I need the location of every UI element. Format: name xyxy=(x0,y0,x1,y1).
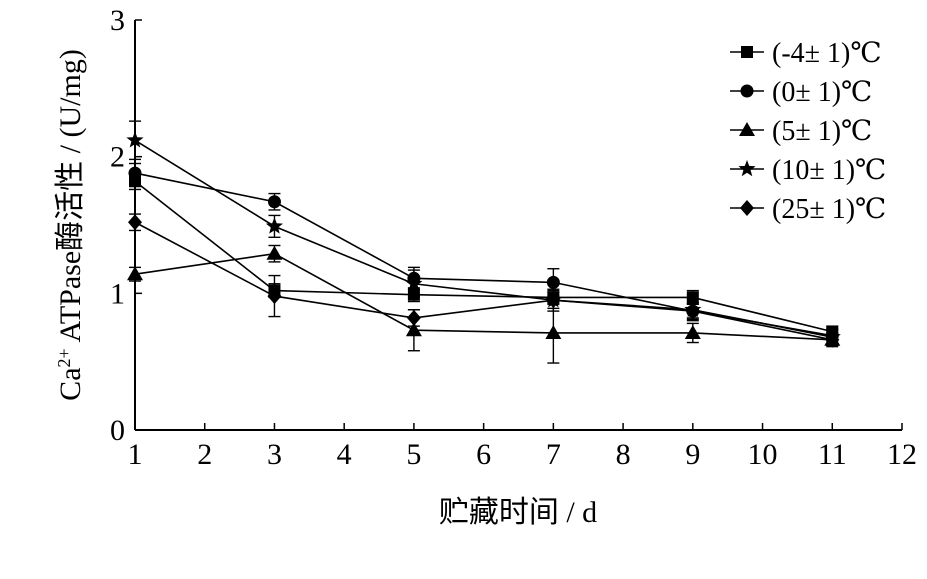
data-point xyxy=(825,331,840,348)
x-ticks: 1 2 3 4 5 6 7 8 9 10 11 12 xyxy=(128,423,917,471)
legend-label: (0± 1)℃ xyxy=(772,77,872,108)
legend-label: (25± 1)℃ xyxy=(772,194,886,225)
y-axis-label: Ca2+ ATPase酶活性 / (U/mg) xyxy=(54,49,87,401)
x-tick-label: 7 xyxy=(546,438,561,471)
data-point xyxy=(267,288,282,305)
legend-item: (10± 1)℃ xyxy=(730,155,886,186)
series-3 xyxy=(127,244,841,364)
data-point xyxy=(266,245,283,260)
x-tick-label: 6 xyxy=(476,438,491,471)
data-point xyxy=(405,274,423,291)
data-point xyxy=(684,324,701,339)
legend-label: (10± 1)℃ xyxy=(772,155,886,186)
x-tick-label: 10 xyxy=(748,438,778,471)
data-point xyxy=(545,324,562,339)
legend-item: (5± 1)℃ xyxy=(730,116,872,147)
x-tick-label: 8 xyxy=(616,438,631,471)
x-tick-label: 12 xyxy=(887,438,917,471)
legend-marker xyxy=(741,46,753,58)
series-4 xyxy=(126,120,841,346)
series-2 xyxy=(128,162,839,343)
legend-marker xyxy=(740,84,754,98)
y-tick-label: 2 xyxy=(110,141,125,174)
series-line xyxy=(134,139,833,338)
x-tick-label: 4 xyxy=(337,438,352,471)
series-1 xyxy=(129,172,839,338)
legend-item: (0± 1)℃ xyxy=(730,77,872,108)
legend-item: (-4± 1)℃ xyxy=(730,38,882,69)
legend-marker xyxy=(739,122,755,136)
y-tick-label: 1 xyxy=(110,277,125,310)
series-line xyxy=(134,221,833,341)
series-5 xyxy=(128,213,840,348)
x-tick-label: 11 xyxy=(818,438,847,471)
data-point xyxy=(686,291,699,304)
data-point xyxy=(127,266,143,281)
data-point xyxy=(265,217,283,234)
x-tick-label: 2 xyxy=(197,438,212,471)
data-point xyxy=(406,309,421,326)
data-point xyxy=(126,131,144,148)
x-axis-label: 贮藏时间 / d xyxy=(439,496,597,529)
series-line xyxy=(134,252,833,341)
series-line xyxy=(134,172,833,337)
legend-label: (-4± 1)℃ xyxy=(772,38,882,69)
legend-label: (5± 1)℃ xyxy=(772,116,872,147)
x-tick-label: 5 xyxy=(406,438,421,471)
legend-marker xyxy=(738,160,756,177)
data-point xyxy=(267,195,281,209)
y-tick-label: 0 xyxy=(110,414,125,447)
legend: (-4± 1)℃ (0± 1)℃ (5± 1)℃ (10± 1)℃ (25± 1)℃ xyxy=(730,38,886,225)
data-point xyxy=(128,214,142,231)
data-point xyxy=(546,292,561,309)
data-point xyxy=(405,322,422,337)
data-point xyxy=(685,303,700,320)
legend-marker xyxy=(740,200,754,216)
x-tick-label: 1 xyxy=(128,438,143,471)
data-point xyxy=(128,166,142,180)
x-tick-label: 9 xyxy=(685,438,700,471)
series-group xyxy=(126,120,841,364)
y-tick-label: 3 xyxy=(110,4,125,37)
legend-item: (25± 1)℃ xyxy=(730,194,886,225)
series-line xyxy=(134,180,833,333)
data-point xyxy=(546,275,560,289)
x-tick-label: 3 xyxy=(267,438,282,471)
y-ticks: 0 1 2 3 xyxy=(110,4,142,447)
